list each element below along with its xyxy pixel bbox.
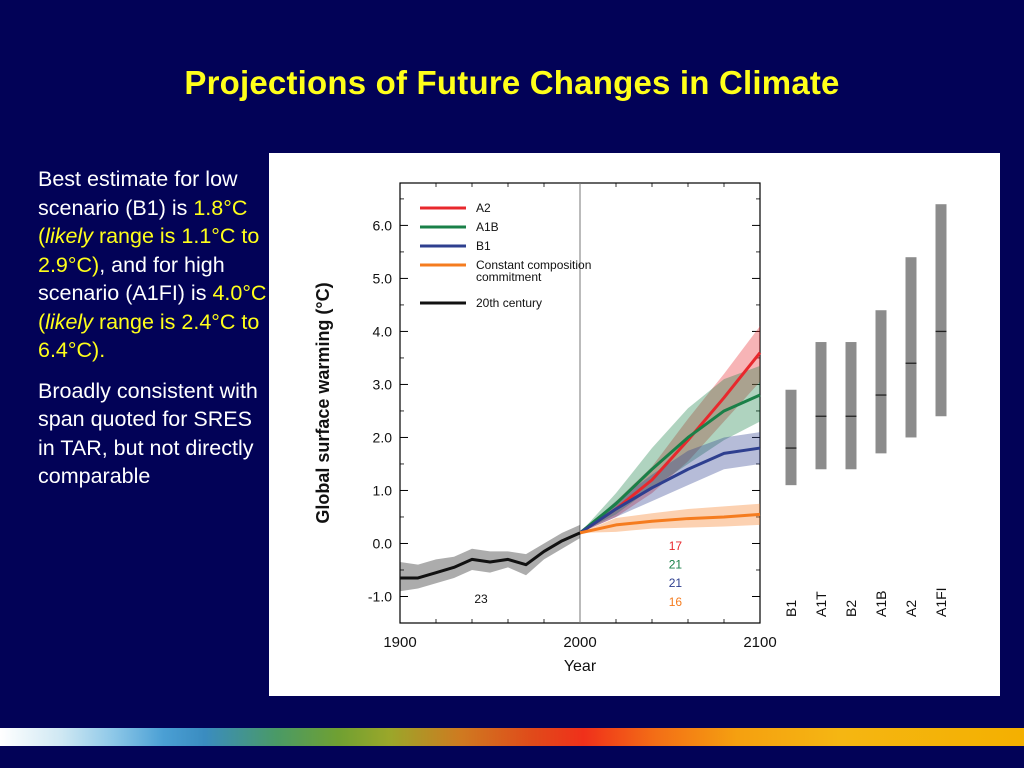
bar-category-label: A1FI: [933, 587, 949, 617]
legend-label: B1: [476, 239, 491, 253]
range-bar: [905, 257, 917, 438]
a1fi-likely-range: range is 2.4°C to 6.4°C): [38, 309, 260, 363]
bar-category-label: A2: [903, 600, 919, 617]
model-count-label: 23: [474, 592, 488, 606]
legend-label: Constant composition: [476, 258, 591, 272]
y-tick-label: 4.0: [373, 323, 393, 339]
decorative-gradient-bar: [0, 728, 1024, 746]
bar-category-label: B1: [783, 600, 799, 617]
climate-projection-chart: -1.0 0.0 1.0 2.0 3.0 4.0 5.0 6.0 1900 2000 2100 Yea…: [313, 182, 949, 675]
y-tick-label: 1.0: [373, 482, 393, 498]
slide-title: Projections of Future Changes in Climate: [184, 64, 840, 101]
a1fi-estimate-value: 4.0°C (: [38, 281, 267, 334]
model-count-label: 17: [669, 539, 683, 553]
series-line: [579, 512, 761, 535]
range-bar: [845, 342, 857, 470]
left-text-block: Best estimate for low scenario (B1) is 1…: [38, 165, 268, 503]
legend-label: 20th century: [476, 296, 542, 310]
x-tick-label: 1900: [383, 634, 416, 651]
range-bar: [785, 389, 797, 486]
best-estimate-paragraph: Best estimate for low scenario (B1) is 1…: [38, 165, 268, 365]
model-count-label: 21: [669, 576, 683, 590]
uncertainty-band: [580, 503, 760, 533]
y-tick-label: 5.0: [373, 270, 393, 286]
y-tick-label: 6.0: [373, 217, 393, 233]
y-tick-label: 0.0: [373, 535, 393, 551]
range-bar: [815, 342, 827, 470]
b1-likely-range: range is 1.1°C to 2.9°C): [38, 224, 260, 277]
series-line: [400, 531, 581, 580]
x-tick-label: 2100: [743, 634, 776, 651]
y-tick-label: 3.0: [373, 376, 393, 392]
y-tick-label: -1.0: [368, 588, 392, 604]
consistency-paragraph: Broadly consistent with span quoted for …: [38, 378, 258, 489]
bar-category-label: A1B: [873, 591, 889, 617]
likely-word-1: likely: [45, 224, 93, 248]
legend-label: A2: [476, 201, 491, 215]
y-axis-label: Global surface warming (°C): [313, 282, 333, 523]
model-count-label: 21: [669, 558, 683, 572]
model-count-label: 16: [669, 595, 683, 609]
x-tick-label: 2000: [563, 634, 596, 651]
likely-word-2: likely: [45, 309, 93, 334]
uncertainty-band: [400, 524, 580, 592]
x-axis-label: Year: [564, 658, 597, 675]
legend-label: A1B: [476, 220, 499, 234]
series-line: [579, 446, 761, 535]
range-bar: [935, 204, 947, 417]
bar-category-label: A1T: [813, 591, 829, 617]
chart-panel: -1.0 0.0 1.0 2.0 3.0 4.0 5.0 6.0 1900 2000 2100 Yea…: [269, 153, 1000, 696]
series-line: [579, 393, 761, 535]
range-bar: [875, 310, 887, 454]
bar-category-label: B2: [843, 600, 859, 617]
legend-label: commitment: [476, 270, 542, 284]
y-tick-label: 2.0: [373, 429, 393, 445]
p1-text-e: , and for high scenario (A1FI) is: [38, 252, 225, 306]
p1-period: .: [99, 338, 106, 362]
b1-estimate-value: 1.8°C (: [38, 195, 248, 249]
p1-text-a: Best estimate for low scenario (B1) is: [38, 167, 238, 220]
